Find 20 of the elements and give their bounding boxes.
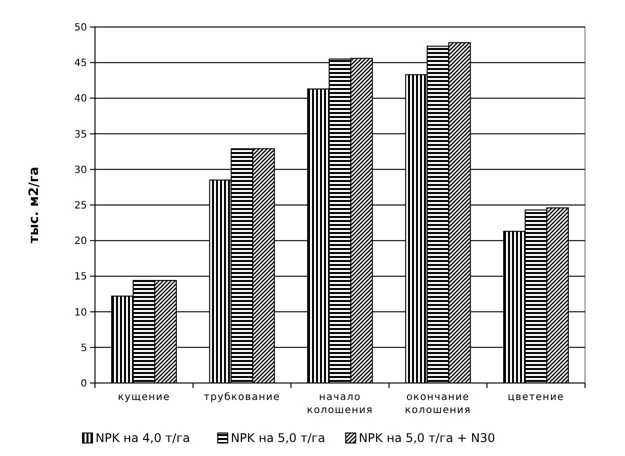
x-tick-label: начало колошения	[306, 392, 374, 416]
x-tick-label: кущение	[118, 392, 170, 403]
legend-label: NPK на 5,0 т/га + N30	[358, 431, 496, 445]
y-tick-label: 5	[80, 342, 87, 354]
y-tick-label: 35	[74, 129, 87, 140]
x-tick-label: окончание колошения	[404, 392, 472, 416]
y-tick-label: 45	[74, 58, 87, 70]
y-tick-label: 50	[74, 22, 87, 34]
y-tick-label: 25	[74, 200, 87, 212]
y-axis-title: тыс. м2/га	[27, 166, 42, 244]
y-tick-label: 30	[74, 164, 87, 176]
x-tick-label: трубкование	[204, 392, 280, 403]
y-tick-label: 0	[80, 378, 87, 390]
y-tick-label: 10	[74, 307, 87, 318]
y-tick-label: 15	[74, 272, 87, 283]
legend-label: NPK на 5,0 т/га	[230, 431, 326, 445]
y-tick-label: 20	[74, 236, 87, 248]
x-tick-label: цветение	[508, 392, 564, 403]
legend-label: NPK на 4,0 т/га	[96, 431, 190, 445]
y-tick-label: 40	[74, 94, 87, 105]
